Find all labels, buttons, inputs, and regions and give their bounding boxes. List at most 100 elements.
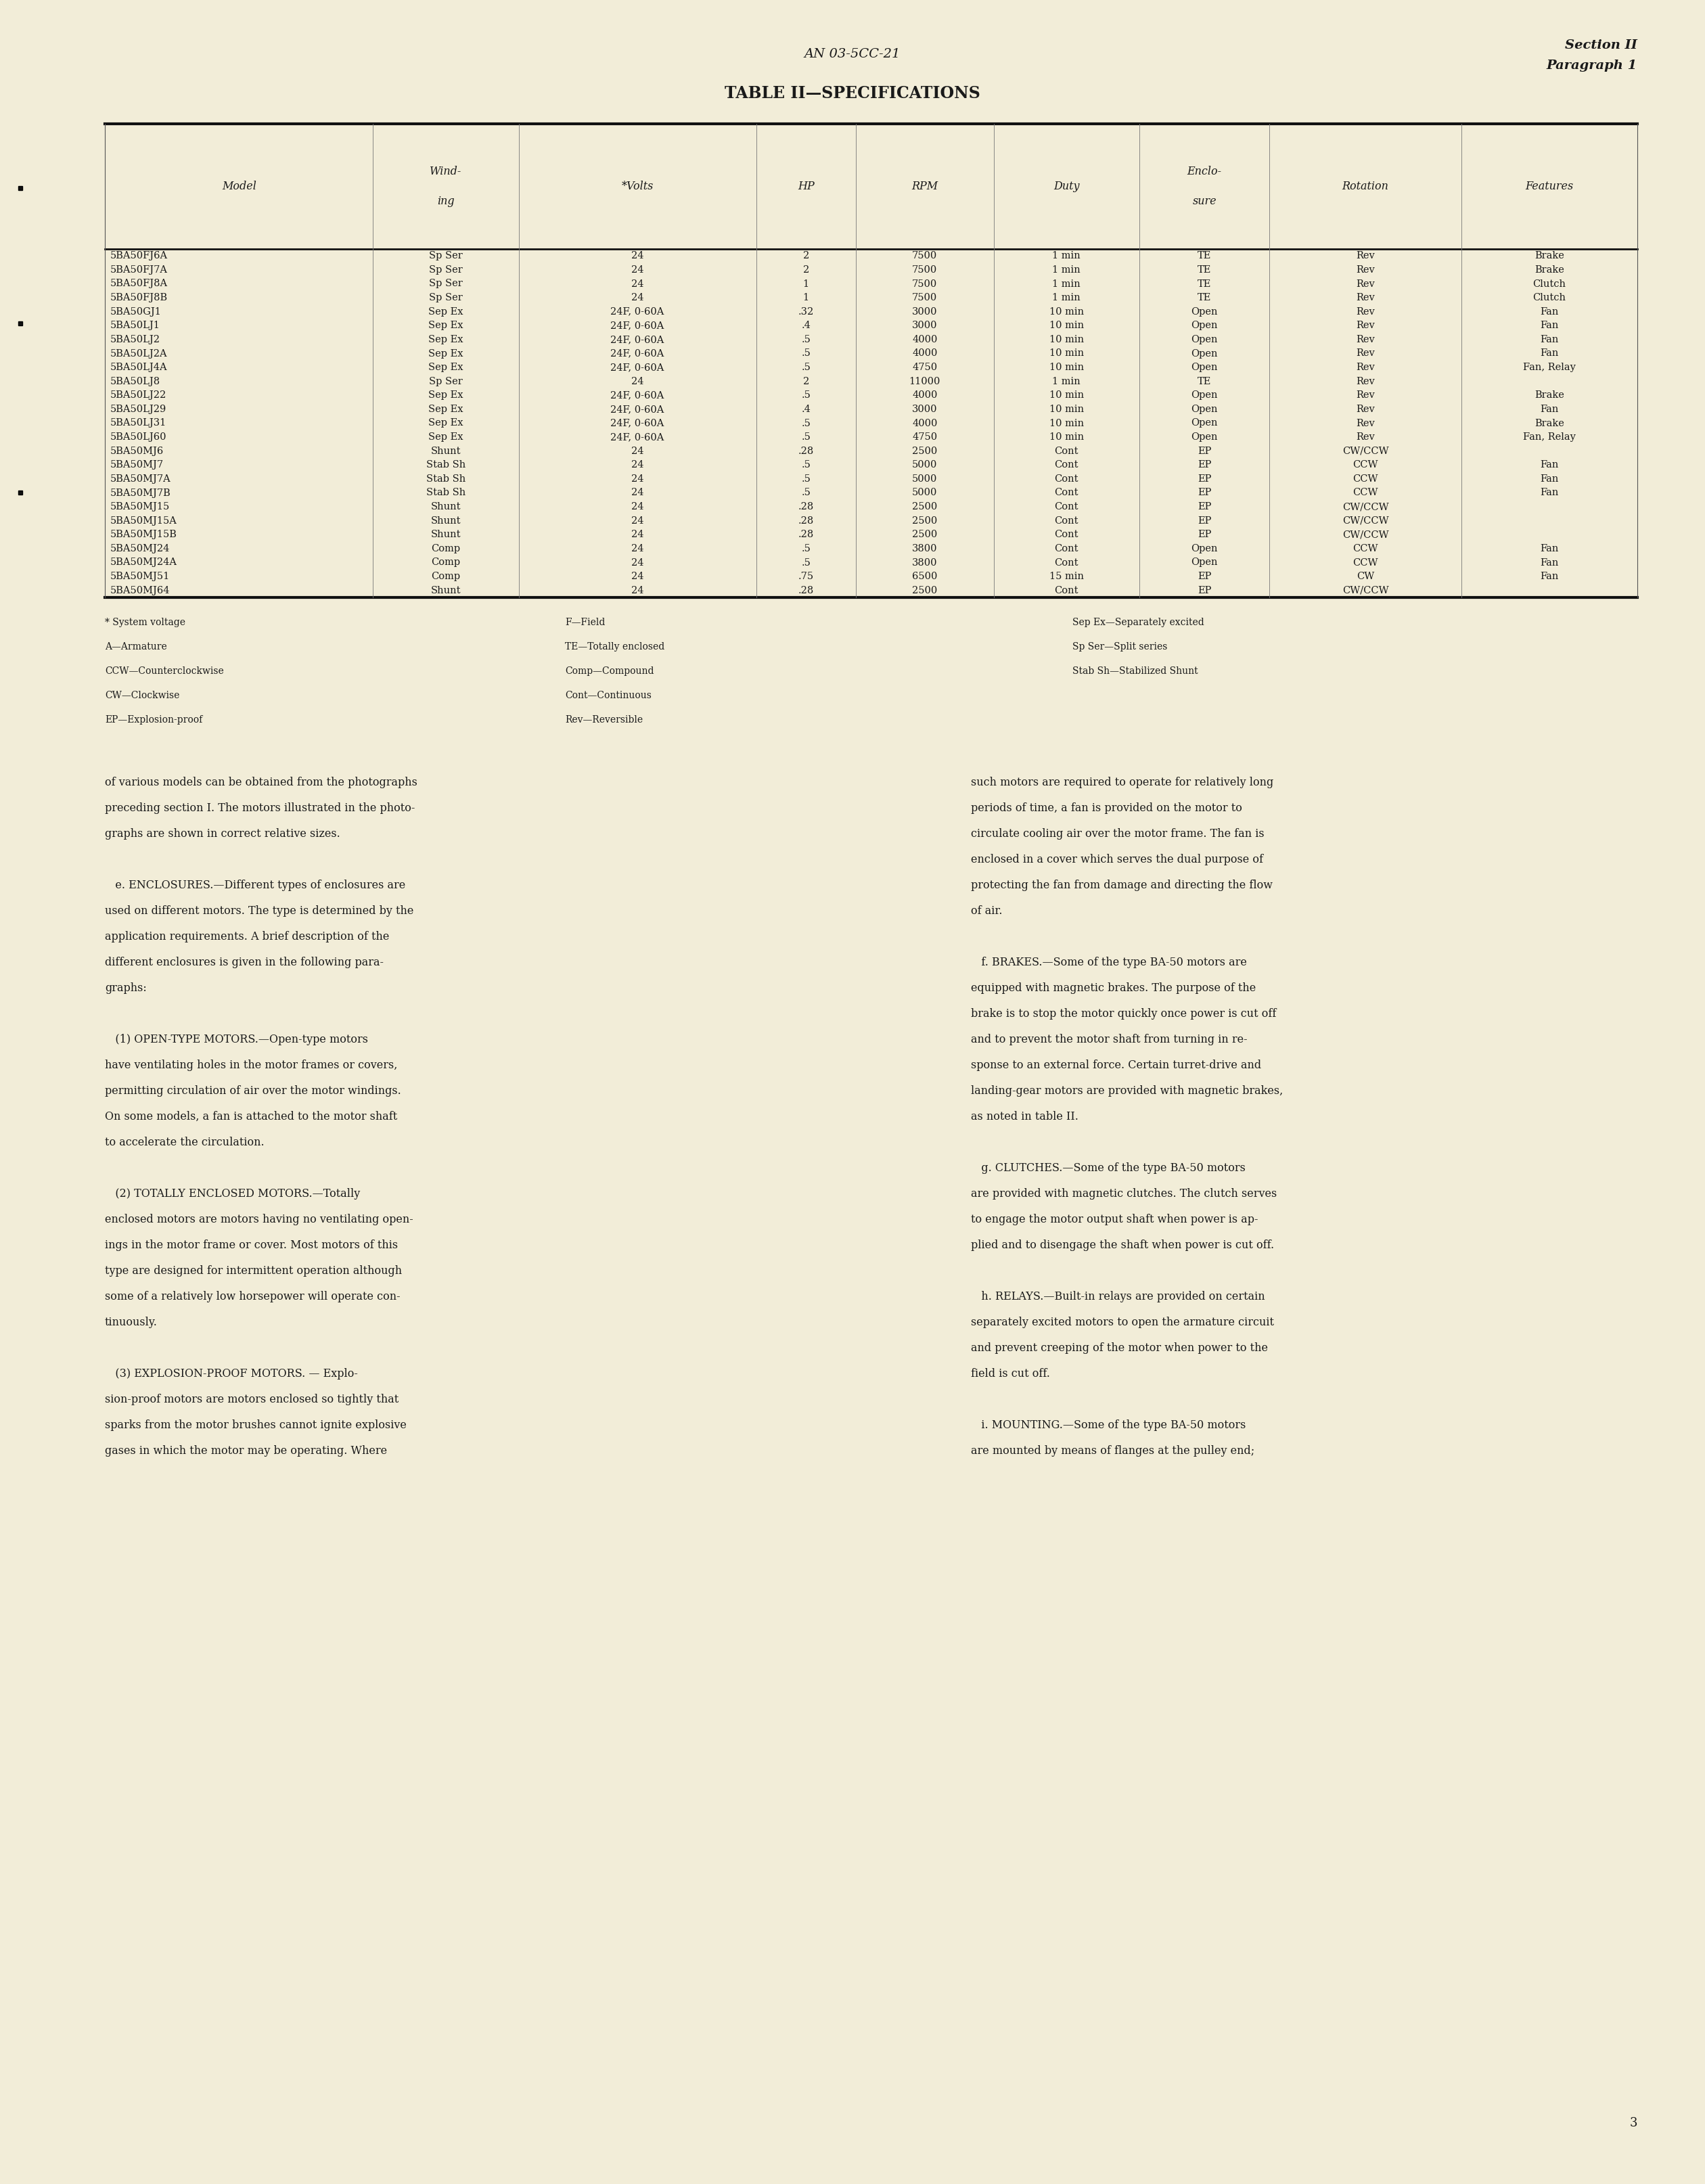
Text: 24: 24 — [631, 280, 644, 288]
Text: 24: 24 — [631, 585, 644, 596]
Text: 5BA50LJ2: 5BA50LJ2 — [111, 334, 160, 345]
Text: 5BA50GJ1: 5BA50GJ1 — [111, 308, 162, 317]
Text: 5BA50MJ51: 5BA50MJ51 — [111, 572, 170, 581]
Text: plied and to disengage the shaft when power is cut off.: plied and to disengage the shaft when po… — [970, 1241, 1274, 1251]
Text: TE—Totally enclosed: TE—Totally enclosed — [564, 642, 665, 651]
Text: EP: EP — [1197, 502, 1211, 511]
Text: Open: Open — [1192, 432, 1217, 441]
Text: 1: 1 — [803, 280, 810, 288]
Text: Shunt: Shunt — [431, 585, 460, 596]
Text: 4750: 4750 — [912, 363, 938, 371]
Text: Rev: Rev — [1355, 251, 1374, 260]
Text: as noted in table II.: as noted in table II. — [970, 1112, 1078, 1123]
Text: 15 min: 15 min — [1049, 572, 1084, 581]
Text: .28: .28 — [798, 502, 813, 511]
Text: 2: 2 — [803, 251, 810, 260]
Text: sparks from the motor brushes cannot ignite explosive: sparks from the motor brushes cannot ign… — [106, 1420, 406, 1431]
Text: CW/CCW: CW/CCW — [1342, 531, 1388, 539]
Text: .5: .5 — [801, 432, 810, 441]
Text: 10 min: 10 min — [1049, 334, 1084, 345]
Text: 2500: 2500 — [912, 515, 938, 526]
Text: 10 min: 10 min — [1049, 363, 1084, 371]
Text: enclosed motors are motors having no ventilating open-: enclosed motors are motors having no ven… — [106, 1214, 413, 1225]
Text: 24: 24 — [631, 264, 644, 275]
Text: Fan: Fan — [1540, 349, 1558, 358]
Text: 24: 24 — [631, 502, 644, 511]
Text: Sep Ex: Sep Ex — [428, 349, 464, 358]
Text: 24: 24 — [631, 557, 644, 568]
Text: 5BA50LJ29: 5BA50LJ29 — [111, 404, 167, 415]
Text: 24F, 0-60A: 24F, 0-60A — [610, 404, 665, 415]
Text: some of a relatively low horsepower will operate con-: some of a relatively low horsepower will… — [106, 1291, 401, 1302]
Text: Stab Sh: Stab Sh — [426, 489, 465, 498]
Text: Open: Open — [1192, 308, 1217, 317]
Text: EP: EP — [1197, 446, 1211, 456]
Text: Open: Open — [1192, 404, 1217, 415]
Text: Brake: Brake — [1534, 251, 1563, 260]
Text: Shunt: Shunt — [431, 515, 460, 526]
Text: .28: .28 — [798, 585, 813, 596]
Text: Brake: Brake — [1534, 419, 1563, 428]
Text: CCW: CCW — [1352, 489, 1378, 498]
Text: 2500: 2500 — [912, 502, 938, 511]
Text: 10 min: 10 min — [1049, 419, 1084, 428]
Text: Fan, Relay: Fan, Relay — [1523, 363, 1575, 371]
Text: .5: .5 — [801, 489, 810, 498]
Text: tinuously.: tinuously. — [106, 1317, 157, 1328]
Text: e. ENCLOSURES.—Different types of enclosures are: e. ENCLOSURES.—Different types of enclos… — [106, 880, 406, 891]
Text: CCW: CCW — [1352, 461, 1378, 470]
Text: Fan: Fan — [1540, 557, 1558, 568]
Text: Sp Ser: Sp Ser — [430, 280, 462, 288]
Text: Fan, Relay: Fan, Relay — [1523, 432, 1575, 441]
Text: 5BA50FJ8B: 5BA50FJ8B — [111, 293, 167, 304]
Text: .4: .4 — [801, 321, 810, 330]
Text: protecting the fan from damage and directing the flow: protecting the fan from damage and direc… — [970, 880, 1272, 891]
Text: 5BA50LJ8: 5BA50LJ8 — [111, 376, 160, 387]
Text: Duty: Duty — [1054, 181, 1079, 192]
Text: such motors are required to operate for relatively long: such motors are required to operate for … — [970, 778, 1274, 788]
Text: Comp: Comp — [431, 557, 460, 568]
Text: Sep Ex—Separately excited: Sep Ex—Separately excited — [1072, 618, 1204, 627]
Text: 5BA50MJ15B: 5BA50MJ15B — [111, 531, 177, 539]
Text: Stab Sh: Stab Sh — [426, 461, 465, 470]
Text: Rotation: Rotation — [1342, 181, 1388, 192]
Text: Rev: Rev — [1355, 419, 1374, 428]
Text: Rev: Rev — [1355, 391, 1374, 400]
Text: 5BA50MJ15: 5BA50MJ15 — [111, 502, 170, 511]
Text: Open: Open — [1192, 349, 1217, 358]
Text: .5: .5 — [801, 474, 810, 483]
Text: Sp Ser: Sp Ser — [430, 264, 462, 275]
Text: 1: 1 — [803, 293, 810, 304]
Text: Stab Sh: Stab Sh — [426, 474, 465, 483]
Text: (3) EXPLOSION-PROOF MOTORS. — Explo-: (3) EXPLOSION-PROOF MOTORS. — Explo- — [106, 1367, 358, 1380]
Text: Comp: Comp — [431, 544, 460, 553]
Text: 5BA50LJ1: 5BA50LJ1 — [111, 321, 160, 330]
Text: Open: Open — [1192, 419, 1217, 428]
Text: application requirements. A brief description of the: application requirements. A brief descri… — [106, 930, 389, 943]
Text: 7500: 7500 — [912, 251, 938, 260]
Text: .5: .5 — [801, 419, 810, 428]
Text: Fan: Fan — [1540, 461, 1558, 470]
Text: TABLE II—SPECIFICATIONS: TABLE II—SPECIFICATIONS — [725, 85, 980, 100]
Text: Clutch: Clutch — [1533, 280, 1565, 288]
Text: Fan: Fan — [1540, 321, 1558, 330]
Text: TE: TE — [1197, 264, 1211, 275]
Text: TE: TE — [1197, 251, 1211, 260]
Text: sponse to an external force. Certain turret-drive and: sponse to an external force. Certain tur… — [970, 1059, 1262, 1070]
Text: Rev: Rev — [1355, 363, 1374, 371]
Text: 7500: 7500 — [912, 293, 938, 304]
Text: Shunt: Shunt — [431, 531, 460, 539]
Text: Sep Ex: Sep Ex — [428, 308, 464, 317]
Text: 10 min: 10 min — [1049, 432, 1084, 441]
Text: .28: .28 — [798, 515, 813, 526]
Text: EP: EP — [1197, 489, 1211, 498]
Text: 24F, 0-60A: 24F, 0-60A — [610, 349, 665, 358]
Text: permitting circulation of air over the motor windings.: permitting circulation of air over the m… — [106, 1085, 401, 1096]
Text: are mounted by means of flanges at the pulley end;: are mounted by means of flanges at the p… — [970, 1446, 1255, 1457]
Text: Cont: Cont — [1054, 515, 1079, 526]
Text: TE: TE — [1197, 376, 1211, 387]
Text: 2500: 2500 — [912, 531, 938, 539]
Text: 2: 2 — [803, 264, 810, 275]
Text: Open: Open — [1192, 321, 1217, 330]
Text: Rev: Rev — [1355, 349, 1374, 358]
